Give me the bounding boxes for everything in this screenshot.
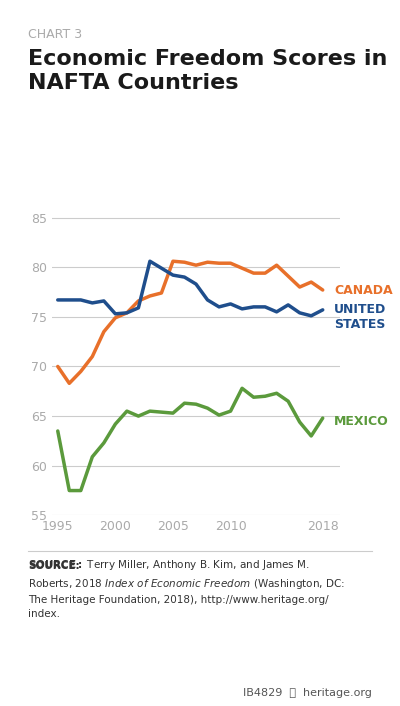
Text: $\bf{SOURCE:}$ Terry Miller, Anthony B. Kim, and James M.
Roberts, $\it{2018\ In: $\bf{SOURCE:}$ Terry Miller, Anthony B. …	[28, 558, 345, 619]
Text: MEXICO: MEXICO	[334, 414, 389, 428]
Text: IB4829  🏛  heritage.org: IB4829 🏛 heritage.org	[243, 688, 372, 698]
Text: CHART 3: CHART 3	[28, 28, 82, 41]
Text: SOURCE:: SOURCE:	[28, 561, 80, 571]
Text: CANADA: CANADA	[334, 284, 393, 297]
Text: Economic Freedom Scores in
NAFTA Countries: Economic Freedom Scores in NAFTA Countri…	[28, 49, 387, 92]
Text: UNITED
STATES: UNITED STATES	[334, 303, 386, 331]
